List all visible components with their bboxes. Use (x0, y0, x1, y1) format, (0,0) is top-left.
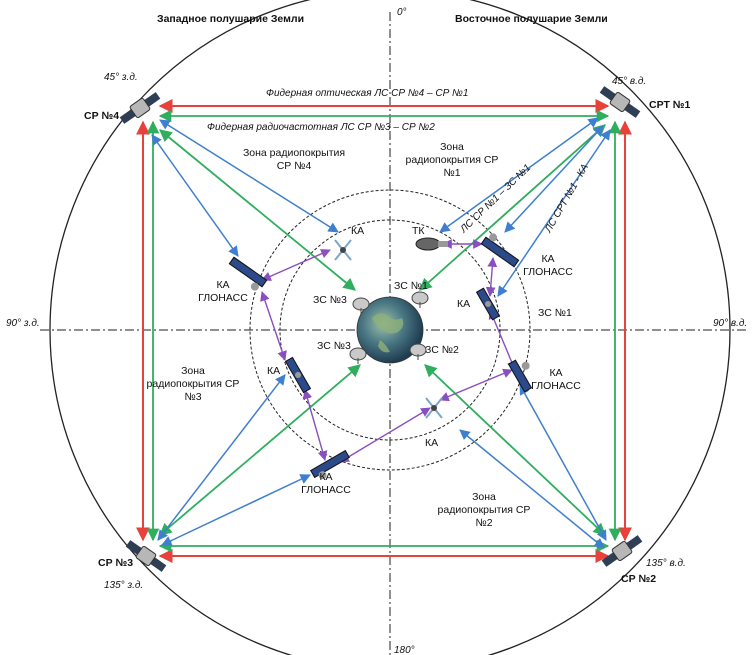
zs3-label-top: ЗС №3 (313, 294, 347, 306)
glonass-se-line1: КА (549, 367, 562, 379)
zs2-label: ЗС №2 (425, 344, 459, 356)
zs1-label-outer: ЗС №1 (538, 307, 572, 319)
ka-w-label: КА (267, 365, 280, 377)
sr3-longitude: 135° з.д. (104, 580, 143, 591)
coverage-sr3-line1: Зона (181, 365, 205, 377)
sr2-name: СР №2 (621, 573, 656, 585)
tk-label: ТК (412, 225, 425, 237)
ground-station-zs3-icon (352, 297, 370, 314)
coverage-sr1-line2: радиопокрытия СР (406, 154, 499, 166)
ground-station-zs2-icon (409, 343, 427, 360)
glonass-satellite-se-icon (507, 359, 533, 393)
optical-links (136, 99, 632, 563)
coverage-sr4-line1: Зона радиопокрытия (243, 147, 345, 159)
earth (356, 296, 424, 364)
ground-station-zs1-icon (411, 291, 429, 308)
coverage-sr2-line2: радиопокрытия СР (438, 504, 531, 516)
coverage-sr3-line3: №3 (184, 391, 201, 403)
ground-station-zs3b-icon (349, 347, 367, 364)
coverage-sr2-line3: №2 (475, 517, 492, 529)
outer-orbit-circle (49, 0, 731, 655)
glonass-ne-line2: ГЛОНАСС (523, 266, 573, 278)
zs1-label-inner: ЗС №1 (394, 280, 428, 292)
coverage-sr3-line2: радиопокрытия СР (147, 378, 240, 390)
sr4-name: СР №4 (84, 110, 119, 122)
zs3-label-bottom: ЗС №3 (317, 340, 351, 352)
radio-feeder-label: Фидерная радиочастотная ЛС СР №3 – СР №2 (207, 122, 435, 133)
ka-satellite-w-icon (284, 356, 312, 394)
coverage-links (151, 117, 611, 549)
glonass-sw-line2: ГЛОНАСС (301, 484, 351, 496)
sr3-name: СР №3 (98, 557, 133, 569)
ka-satellite-e-icon (475, 287, 501, 321)
ka-s-label: КА (425, 437, 438, 449)
srt1-longitude: 45° в.д. (612, 76, 646, 87)
optical-feeder-label: Фидерная оптическая ЛС СР №4 – СР №1 (266, 88, 468, 99)
east-hemisphere-label: Восточное полушарие Земли (455, 13, 608, 25)
sr2-longitude: 135° в.д. (646, 558, 686, 569)
coverage-sr2-line1: Зона (472, 491, 496, 503)
axis-left-label: 90° з.д. (6, 318, 40, 329)
isl-links (260, 239, 517, 463)
glonass-satellite-nw-icon (228, 256, 268, 291)
ka-n-label: КА (351, 225, 364, 237)
glonass-ne-line1: КА (541, 253, 554, 265)
glonass-satellite-sw-icon (309, 449, 351, 480)
coverage-sr1-line1: Зона (440, 141, 464, 153)
ka-e-label: КА (457, 298, 470, 310)
sr4-longitude: 45° з.д. (104, 72, 138, 83)
axis-right-label: 90° в.д. (713, 318, 747, 329)
coverage-sr1-line3: №1 (443, 167, 460, 179)
relay-satellite-srt1-icon (599, 86, 641, 118)
west-hemisphere-label: Западное полушарие Земли (157, 13, 304, 25)
relay-satellite-sr3-icon (125, 540, 167, 572)
relay-satellite-sr4-icon (119, 92, 161, 124)
glonass-nw-line2: ГЛОНАСС (198, 292, 248, 304)
tk-spacecraft-icon (415, 237, 448, 251)
glonass-se-line2: ГЛОНАСС (531, 380, 581, 392)
axis-top-label: 0° (397, 7, 407, 18)
srt1-name: СРТ №1 (649, 99, 690, 111)
glonass-satellite-ne-icon (480, 233, 520, 268)
axis-bottom-label: 180° (394, 645, 415, 655)
ka-satellite-n-icon (334, 239, 352, 261)
relay-satellite-sr2-icon (601, 535, 643, 567)
glonass-sw-line1: КА (319, 471, 332, 483)
ka-satellite-s-icon (425, 397, 443, 419)
glonass-nw-line1: КА (216, 279, 229, 291)
coverage-sr4-line2: СР №4 (277, 160, 312, 172)
